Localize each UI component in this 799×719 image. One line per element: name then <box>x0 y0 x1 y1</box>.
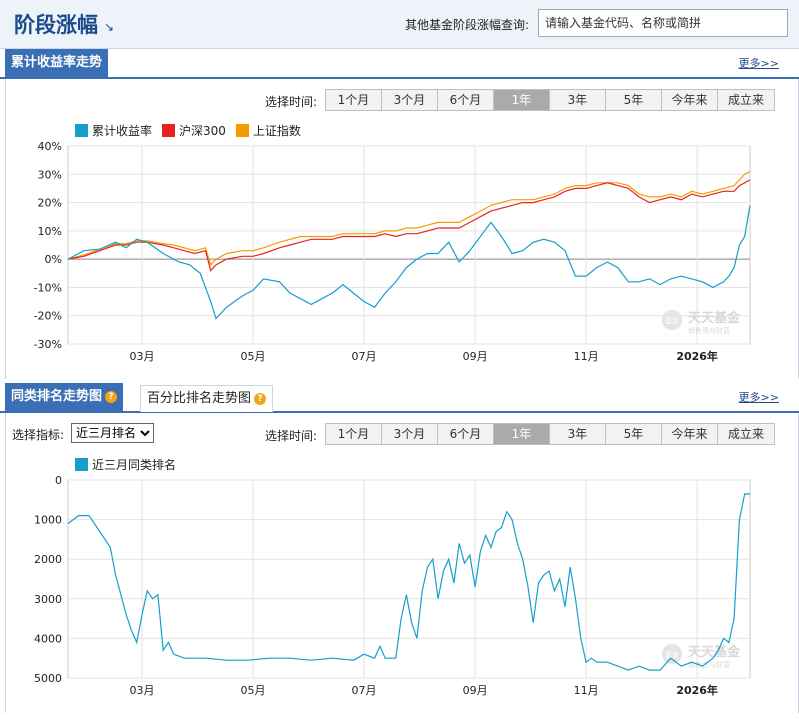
section-bar-cumulative: 累计收益率走势 更多>> <box>0 49 799 79</box>
x-tick-label: 11月 <box>574 684 599 697</box>
legend-item[interactable]: 近三月同类排名 <box>75 456 176 473</box>
y-tick-label: 40% <box>38 140 62 153</box>
tab-percent-rank-trend[interactable]: 百分比排名走势图? <box>140 385 274 412</box>
time-select-label: 选择时间: <box>265 95 318 109</box>
rank-trend-chart: 0 1000 2000 3000 4000 5000 03月 05月 07月 09月 11月 2026… <box>34 474 751 697</box>
x-tick-label: 03月 <box>130 350 155 363</box>
watermark-logo-icon <box>662 310 682 330</box>
plot-area <box>67 479 751 679</box>
y-tick-label: 1000 <box>34 514 62 527</box>
time-btn-3[interactable]: 1年 <box>494 90 550 110</box>
legend-swatch <box>162 124 176 137</box>
help-icon[interactable]: ? <box>105 391 118 403</box>
y-tick-label: 5000 <box>34 672 62 685</box>
search-label: 其他基金阶段涨幅查询: <box>405 18 530 32</box>
y-tick-label: -20% <box>34 310 62 323</box>
watermark-text: 天天基金 <box>688 644 741 660</box>
chart-legend: 近三月同类排名 <box>75 456 186 473</box>
time-range-selector: 1个月 3个月 6个月 1年 3年 5年 今年来 成立来 <box>325 89 775 111</box>
legend-label: 沪深300 <box>179 124 226 138</box>
x-tick-label: 03月 <box>130 684 155 697</box>
tab-cumulative-return[interactable]: 累计收益率走势 <box>5 49 109 77</box>
y-tick-label: 30% <box>38 168 62 181</box>
y-tick-label: 0 <box>55 474 62 487</box>
x-tick-label: 11月 <box>574 350 599 363</box>
time-btn-1[interactable]: 3个月 <box>382 424 438 444</box>
legend-item[interactable]: 上证指数 <box>235 122 301 139</box>
y-tick-label: 2000 <box>34 553 62 566</box>
y-tick-label: 20% <box>38 197 62 210</box>
x-tick-label: 2026年 <box>676 349 718 363</box>
watermark-text: 天天基金 <box>688 310 741 326</box>
x-tick-label: 2026年 <box>676 683 718 697</box>
x-tick-label: 05月 <box>241 350 266 363</box>
help-icon[interactable]: ? <box>254 393 267 405</box>
legend-label: 累计收益率 <box>92 124 153 138</box>
indicator-select[interactable]: 近三月排名 <box>71 423 154 443</box>
page-header: 阶段涨幅 ↘ 其他基金阶段涨幅查询: <box>0 0 799 49</box>
series-line <box>67 179 751 272</box>
y-tick-label: 3000 <box>34 593 62 606</box>
time-select-label: 选择时间: <box>265 429 318 443</box>
x-tick-label: 09月 <box>463 684 488 697</box>
y-tick-label: 4000 <box>34 632 62 645</box>
watermark-logo-icon <box>662 644 682 664</box>
more-link[interactable]: 更多>> <box>738 391 779 404</box>
time-btn-0[interactable]: 1个月 <box>326 424 382 444</box>
series-line <box>67 205 751 320</box>
watermark-subtext: 销售资与财富 <box>688 660 730 669</box>
time-btn-7[interactable]: 成立来 <box>718 90 774 110</box>
fund-search-input[interactable] <box>538 9 788 37</box>
time-btn-3[interactable]: 1年 <box>494 424 550 444</box>
y-tick-label: -10% <box>34 281 62 294</box>
tab-rank-trend[interactable]: 同类排名走势图? <box>5 383 124 411</box>
x-tick-label: 09月 <box>463 350 488 363</box>
tab-percent-rank-label: 百分比排名走势图 <box>147 391 252 406</box>
series-line <box>67 493 750 671</box>
y-tick-label: 0% <box>45 253 62 266</box>
time-btn-4[interactable]: 3年 <box>550 90 606 110</box>
page-title: 阶段涨幅 <box>14 13 98 37</box>
x-tick-label: 07月 <box>352 350 377 363</box>
more-link[interactable]: 更多>> <box>738 57 779 70</box>
section-bar-ranking: 同类排名走势图? 百分比排名走势图? 更多>> <box>0 383 799 413</box>
time-range-selector: 1个月 3个月 6个月 1年 3年 5年 今年来 成立来 <box>325 423 775 445</box>
time-btn-4[interactable]: 3年 <box>550 424 606 444</box>
y-tick-label: 10% <box>38 225 62 238</box>
time-btn-5[interactable]: 5年 <box>606 90 662 110</box>
watermark-badge: 基金 <box>665 650 679 659</box>
legend-label: 上证指数 <box>252 124 301 138</box>
time-btn-2[interactable]: 6个月 <box>438 424 494 444</box>
y-tick-label: -30% <box>34 338 62 351</box>
time-btn-0[interactable]: 1个月 <box>326 90 382 110</box>
watermark-badge: 基金 <box>665 316 679 325</box>
legend-item[interactable]: 沪深300 <box>162 122 226 139</box>
time-btn-2[interactable]: 6个月 <box>438 90 494 110</box>
time-btn-1[interactable]: 3个月 <box>382 90 438 110</box>
legend-label: 近三月同类排名 <box>92 458 177 472</box>
legend-swatch <box>75 124 88 137</box>
cumulative-return-chart: 40% 30% 20% 10% 0% -10% -20% -30% 03月 05月 07月 09月 11… <box>34 140 751 363</box>
x-tick-label: 07月 <box>352 684 377 697</box>
time-btn-5[interactable]: 5年 <box>606 424 662 444</box>
chart-legend: 累计收益率 沪深300 上证指数 <box>75 122 311 139</box>
time-btn-6[interactable]: 今年来 <box>662 90 718 110</box>
time-btn-7[interactable]: 成立来 <box>718 424 774 444</box>
time-btn-6[interactable]: 今年来 <box>662 424 718 444</box>
watermark-subtext: 销售资与财富 <box>688 326 730 335</box>
legend-item[interactable]: 累计收益率 <box>75 122 152 139</box>
legend-swatch <box>235 124 249 137</box>
expand-arrow-icon[interactable]: ↘ <box>104 20 115 34</box>
indicator-label: 选择指标: <box>12 428 65 442</box>
x-tick-label: 05月 <box>241 684 266 697</box>
series-line <box>67 170 751 266</box>
tab-rank-trend-label: 同类排名走势图 <box>11 389 103 404</box>
legend-swatch <box>75 458 88 471</box>
